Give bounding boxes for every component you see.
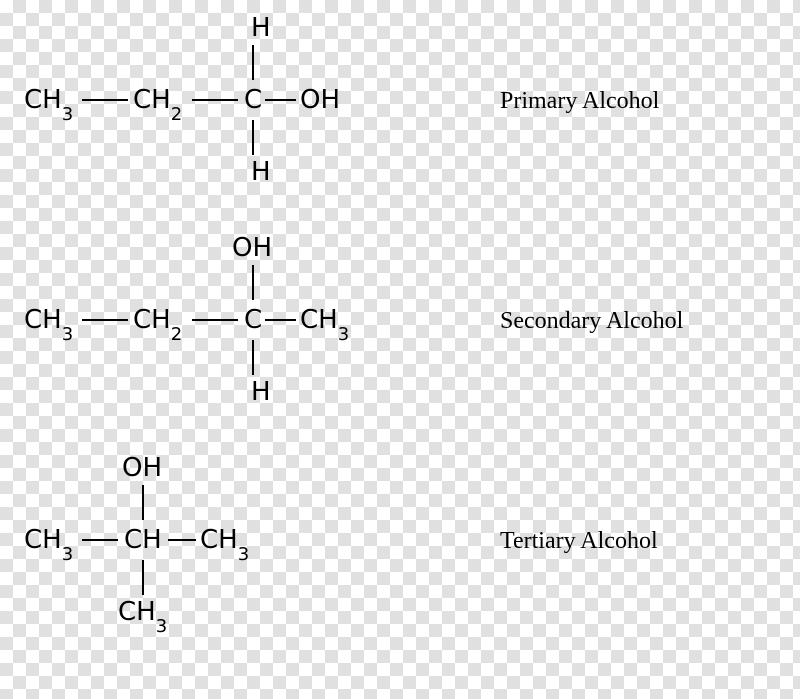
tertiary-atom-ch: CH (124, 525, 162, 555)
structure-tertiary: OH CH3 CH CH3 CH3 Tertiary Alcohol (24, 453, 658, 637)
secondary-atom-oh: OH (232, 233, 272, 263)
secondary-atom-ch3r: CH3 (300, 305, 349, 345)
primary-atom-ch2: CH2 (133, 85, 182, 125)
primary-atom-c: C (244, 85, 262, 115)
secondary-atom-ch3l: CH3 (24, 305, 73, 345)
primary-atom-ch3: CH3 (24, 85, 73, 125)
structure-secondary: OH CH3 CH2 C CH3 H Secondary Alcohol (24, 233, 684, 407)
primary-atom-h_bot: H (251, 157, 271, 187)
label-secondary: Secondary Alcohol (500, 308, 684, 334)
label-primary: Primary Alcohol (500, 88, 660, 114)
tertiary-atom-ch3r: CH3 (200, 525, 249, 565)
secondary-atom-h: H (251, 377, 271, 407)
primary-atom-oh: OH (300, 85, 340, 115)
structure-primary: H CH3 CH2 C OH H Primary Alcohol (24, 13, 660, 187)
secondary-atom-c: C (244, 305, 262, 335)
secondary-atom-ch2: CH2 (133, 305, 182, 345)
tertiary-atom-oh: OH (122, 453, 162, 483)
chemistry-diagram: H CH3 CH2 C OH H Primary Alcohol OH CH3 CH2 C CH3 H S… (0, 0, 800, 699)
tertiary-atom-ch3l: CH3 (24, 525, 73, 565)
tertiary-atom-ch3b: CH3 (118, 597, 167, 637)
label-tertiary: Tertiary Alcohol (500, 528, 658, 554)
primary-atom-h_top: H (251, 13, 271, 43)
